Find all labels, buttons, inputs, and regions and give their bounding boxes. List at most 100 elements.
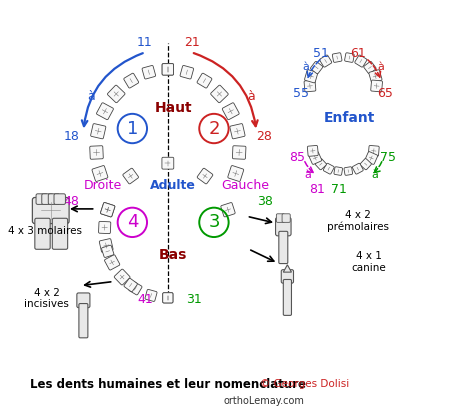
Text: 3: 3 [208,213,220,231]
Text: 48: 48 [63,195,79,208]
Text: 4 x 3 molaires: 4 x 3 molaires [9,226,83,235]
FancyBboxPatch shape [334,167,343,175]
FancyBboxPatch shape [100,202,115,217]
FancyBboxPatch shape [276,217,291,236]
FancyBboxPatch shape [162,64,173,75]
Text: © Georges Dolisi: © Georges Dolisi [260,379,349,389]
FancyBboxPatch shape [276,214,285,222]
FancyBboxPatch shape [282,214,290,222]
Text: Gauche: Gauche [222,179,269,192]
FancyBboxPatch shape [52,218,68,249]
FancyBboxPatch shape [369,70,382,83]
FancyBboxPatch shape [162,64,173,75]
FancyBboxPatch shape [48,194,60,204]
FancyBboxPatch shape [99,222,111,234]
FancyBboxPatch shape [79,304,88,338]
Text: 61: 61 [350,47,366,60]
FancyBboxPatch shape [108,85,125,103]
FancyBboxPatch shape [90,146,103,159]
FancyBboxPatch shape [364,62,376,74]
FancyBboxPatch shape [230,124,245,139]
FancyBboxPatch shape [129,282,142,295]
FancyBboxPatch shape [124,278,138,292]
FancyBboxPatch shape [197,168,213,184]
FancyBboxPatch shape [104,255,120,270]
Text: à: à [247,90,255,103]
FancyBboxPatch shape [114,269,130,285]
FancyBboxPatch shape [180,65,193,79]
Text: 71: 71 [331,183,347,196]
Text: 55: 55 [293,86,309,100]
FancyBboxPatch shape [35,218,50,249]
FancyBboxPatch shape [92,166,108,182]
Text: à: à [302,62,309,72]
FancyBboxPatch shape [332,53,342,62]
FancyBboxPatch shape [371,80,382,92]
FancyBboxPatch shape [145,289,157,302]
FancyBboxPatch shape [77,293,90,308]
FancyBboxPatch shape [279,231,288,264]
FancyBboxPatch shape [355,55,367,67]
FancyBboxPatch shape [311,62,323,74]
Text: Les dents humaines et leur nomenclature: Les dents humaines et leur nomenclature [30,378,306,391]
Text: à: à [378,62,385,72]
FancyBboxPatch shape [142,65,156,79]
FancyBboxPatch shape [100,202,115,217]
Text: 75: 75 [380,151,396,164]
Text: 38: 38 [257,195,272,208]
Text: 4 x 1
canine: 4 x 1 canine [351,251,386,273]
FancyBboxPatch shape [305,70,318,83]
FancyBboxPatch shape [352,163,363,174]
FancyBboxPatch shape [281,270,293,283]
FancyBboxPatch shape [32,197,69,224]
Text: Enfant: Enfant [324,111,375,125]
FancyBboxPatch shape [99,239,113,253]
FancyBboxPatch shape [211,85,228,103]
FancyBboxPatch shape [315,159,326,170]
Text: 1: 1 [127,120,138,137]
Text: à: à [304,170,311,180]
Text: 41: 41 [137,293,153,306]
Text: à: à [371,170,378,180]
Text: 2: 2 [208,120,220,137]
FancyBboxPatch shape [124,73,138,88]
FancyBboxPatch shape [309,152,322,164]
FancyBboxPatch shape [228,166,244,182]
Text: Haut: Haut [154,101,192,115]
FancyBboxPatch shape [345,53,354,62]
FancyBboxPatch shape [304,80,316,92]
Text: Adulte: Adulte [150,179,196,192]
FancyBboxPatch shape [221,202,235,217]
FancyBboxPatch shape [232,146,246,159]
FancyBboxPatch shape [123,168,138,184]
FancyBboxPatch shape [162,157,174,169]
FancyBboxPatch shape [36,194,48,204]
FancyBboxPatch shape [91,124,106,139]
Text: 28: 28 [257,130,272,143]
Polygon shape [283,265,291,272]
FancyBboxPatch shape [307,145,318,156]
Text: 4 x 2
prémolaires: 4 x 2 prémolaires [327,210,390,232]
FancyBboxPatch shape [360,159,371,170]
FancyBboxPatch shape [54,194,65,204]
Text: 4 x 2
incisives: 4 x 2 incisives [24,288,69,309]
FancyBboxPatch shape [102,245,114,257]
Text: Bas: Bas [159,248,188,262]
FancyBboxPatch shape [283,279,291,315]
Text: 51: 51 [313,47,329,60]
Text: 18: 18 [63,130,79,143]
FancyBboxPatch shape [365,152,378,164]
Text: 31: 31 [186,293,202,306]
FancyBboxPatch shape [163,293,173,303]
FancyBboxPatch shape [222,103,239,120]
FancyBboxPatch shape [323,163,334,174]
FancyBboxPatch shape [97,103,114,120]
FancyBboxPatch shape [42,194,53,204]
FancyBboxPatch shape [163,293,173,303]
Text: 21: 21 [184,36,200,49]
Text: orthoLemay.com: orthoLemay.com [223,396,304,406]
Text: à: à [87,90,95,103]
FancyBboxPatch shape [368,145,379,156]
Text: 65: 65 [377,86,393,100]
FancyBboxPatch shape [344,167,353,175]
